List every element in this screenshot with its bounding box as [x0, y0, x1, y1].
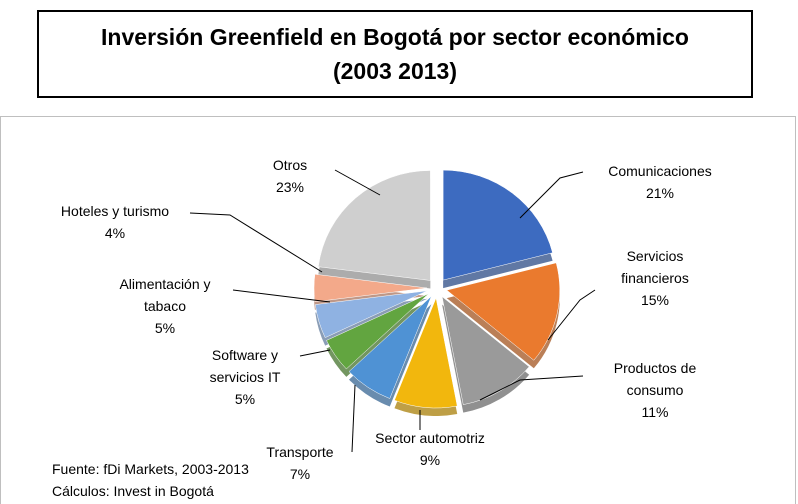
slice-label: Software y servicios IT 5%	[195, 344, 295, 410]
slice	[326, 293, 429, 370]
leader-line	[519, 171, 584, 219]
leader-line	[479, 375, 584, 401]
value-label: 15%	[640, 292, 670, 308]
slice	[348, 296, 432, 399]
leader-line	[189, 212, 323, 273]
slice	[441, 295, 530, 405]
slice-label: Hoteles y turismo 4%	[40, 200, 190, 244]
category-label: Hoteles y turismo	[60, 203, 170, 219]
chart-frame	[0, 116, 796, 504]
category-label: Otros	[272, 157, 308, 173]
slice	[442, 169, 553, 281]
leader-line	[334, 169, 381, 196]
slice	[317, 170, 431, 281]
leader-line	[547, 289, 596, 341]
slice-label: Comunicaciones 21%	[590, 160, 730, 204]
value-label: 5%	[234, 391, 256, 407]
category-label: Software y servicios IT	[209, 347, 281, 385]
value-label: 7%	[289, 466, 311, 482]
slice	[313, 273, 428, 303]
value-label: 23%	[275, 179, 305, 195]
slice-label: Sector automotriz 9%	[355, 427, 505, 471]
value-label: 9%	[419, 452, 441, 468]
slice-label: Productos de consumo 11%	[595, 357, 715, 423]
leader-line	[232, 289, 331, 303]
slice	[315, 290, 428, 338]
source-note: Fuente: fDi Markets, 2003-2013	[52, 461, 249, 477]
leader-line	[351, 384, 356, 453]
slice-label: Servicios financieros 15%	[600, 245, 710, 311]
value-label: 21%	[645, 185, 675, 201]
category-label: Productos de consumo	[613, 360, 697, 398]
category-label: Alimentación y tabaco	[119, 276, 211, 314]
slice-label: Alimentación y tabaco 5%	[100, 273, 230, 339]
slice-label: Otros 23%	[240, 154, 340, 198]
category-label: Comunicaciones	[608, 163, 712, 179]
value-label: 11%	[641, 404, 669, 420]
chart-title: Inversión Greenfield en Bogotá por secto…	[37, 10, 753, 98]
category-label: Transporte	[266, 444, 334, 460]
category-label: Servicios financieros	[621, 248, 689, 286]
value-label: 4%	[104, 225, 126, 241]
slice	[394, 297, 458, 409]
category-label: Sector automotriz	[375, 430, 485, 446]
slice-label: Transporte 7%	[250, 441, 350, 485]
slice	[446, 262, 560, 361]
source-note: Cálculos: Invest in Bogotá	[52, 483, 214, 499]
value-label: 5%	[154, 320, 176, 336]
leader-line	[299, 349, 331, 357]
